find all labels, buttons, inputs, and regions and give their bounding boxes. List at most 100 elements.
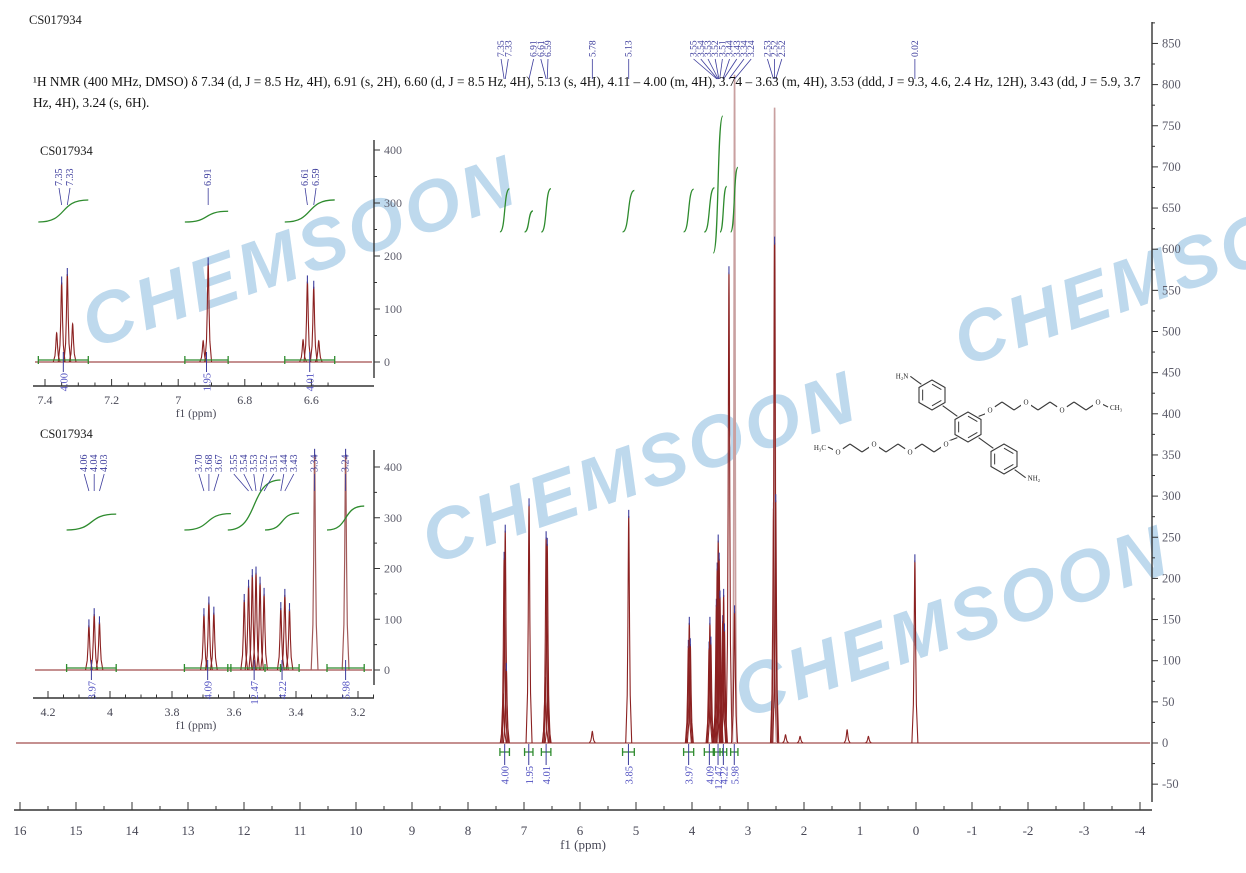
nmr-peak (63, 273, 72, 363)
nmr-peak (204, 602, 213, 671)
inset-aromatic-sample-id: CS017934 (40, 144, 93, 158)
integral-curve (184, 512, 231, 531)
integral-value: 4.00 (59, 373, 70, 391)
nmr-peak (299, 338, 307, 363)
integral-value: 4.00 (501, 766, 512, 784)
integral-curve (712, 115, 724, 254)
integral-value: 5.98 (342, 681, 353, 699)
inset-aliphatic: 4.2 4 3.8 3.6 3.4 3.2 f1 (ppm) 0 100 200 300 400 3.9… (33, 448, 402, 732)
x-tick-label: 7.4 (38, 393, 53, 407)
x-tick-label: 6.8 (237, 393, 252, 407)
peak-label: 3.55 (229, 455, 240, 473)
peak-label: 3.70 (194, 455, 205, 473)
peak-label: 3.24 (341, 455, 352, 473)
peak-label: 6.61 (537, 40, 547, 57)
ether-oxygen-label: O (1023, 399, 1028, 407)
y-tick-label: 650 (1162, 201, 1181, 215)
y-tick-label: 450 (1162, 366, 1181, 380)
ether-oxygen-label: O (943, 441, 948, 449)
amine-label: NH₂ (1028, 475, 1041, 483)
x-axis-title: f1 (ppm) (560, 837, 606, 852)
ether-oxygen-label: O (1095, 399, 1100, 407)
integral-value: 4.01 (542, 766, 553, 784)
peak-label: 6.59 (544, 40, 554, 57)
integral-value: 12.47 (250, 681, 261, 705)
peak-label: 3.53 (249, 455, 260, 473)
nmr-peak (865, 735, 872, 744)
integral-curve (66, 513, 117, 531)
y-tick-label: 50 (1162, 695, 1175, 709)
peak-label: 6.91 (530, 40, 540, 57)
peak-label: 3.43 (289, 455, 300, 473)
x-tick-label: 6.6 (304, 393, 319, 407)
nmr-peak (625, 515, 633, 744)
integral-value: 1.95 (203, 373, 214, 391)
methyl-label: CH₃ (1110, 404, 1123, 412)
y-tick-label: 300 (384, 196, 402, 210)
peak-assignment-text: ¹H NMR (400 MHz, DMSO) δ 7.34 (d, J = 8.… (33, 74, 1141, 110)
x-tick-label: 9 (409, 823, 416, 838)
ether-oxygen-label: O (907, 449, 912, 457)
x-tick-label: 0 (913, 823, 920, 838)
amine-label: H₂N (896, 372, 909, 380)
y-tick-label: 750 (1162, 119, 1181, 133)
nmr-peak (911, 560, 919, 744)
integral-value: 3.97 (87, 681, 98, 699)
peak-label: 2.52 (778, 40, 788, 57)
integral-value: 3.97 (685, 766, 696, 784)
peak-label: 3.54 (697, 40, 707, 57)
peak-label: 3.34 (740, 40, 750, 57)
y-tick-label: 300 (384, 511, 402, 525)
y-tick-label: 250 (1162, 530, 1181, 544)
ether-oxygen-label: O (835, 449, 840, 457)
peak-label: 5.13 (625, 40, 635, 57)
x-tick-label: -3 (1079, 823, 1090, 838)
x-tick-label: 13 (182, 823, 195, 838)
y-tick-label: 300 (1162, 489, 1181, 503)
x-tick-label: 3.6 (227, 705, 242, 719)
peak-label: 3.34 (310, 455, 321, 473)
x-tick-label: 4 (107, 705, 113, 719)
x-tick-label: 10 (350, 823, 363, 838)
integral-curve (326, 505, 365, 531)
integral-curve (284, 199, 335, 223)
nmr-peak (309, 286, 318, 363)
nmr-peak (544, 685, 552, 744)
y-tick-label: 700 (1162, 160, 1181, 174)
peak-label: 3.55 (690, 40, 700, 57)
integral-curve (524, 210, 534, 233)
x-tick-label: 4.2 (41, 705, 56, 719)
peak-label: 7.33 (504, 40, 514, 57)
x-tick-label: 4 (689, 823, 696, 838)
integral-value: 4.22 (278, 681, 289, 699)
y-tick-label: 100 (384, 612, 402, 626)
peak-label: 7.35 (497, 40, 507, 57)
y-tick-label: 400 (384, 143, 402, 157)
y-tick-label: 200 (1162, 571, 1181, 585)
peak-label: 3.53 (704, 40, 714, 57)
peak-label: 4.06 (79, 455, 90, 473)
x-tick-label: 2 (801, 823, 808, 838)
integral-value: 4.09 (204, 681, 215, 699)
peak-label: 5.78 (588, 40, 598, 57)
nmr-peak (588, 730, 596, 744)
peak-label: 7.33 (65, 169, 76, 187)
y-tick-label: 0 (1162, 736, 1168, 750)
nmr-peak (725, 272, 733, 744)
integral-curve (621, 189, 635, 233)
y-tick-label: 850 (1162, 36, 1181, 50)
peak-label: 4.04 (89, 455, 100, 473)
peak-label: 6.61 (300, 169, 311, 187)
x-tick-label: 8 (465, 823, 472, 838)
molecular-structure: H₂N NH₂ O O O O CH₃ O O O O H₃C (814, 372, 1123, 483)
peak-label: 6.59 (311, 169, 322, 187)
nmr-peak (843, 729, 851, 744)
integral-curve (38, 199, 89, 223)
x-tick-label: 5 (633, 823, 640, 838)
peak-label: 3.51 (718, 40, 728, 57)
peak-label: 3.52 (259, 455, 270, 473)
x-tick-label: 7 (521, 823, 528, 838)
y-tick-label: 350 (1162, 448, 1181, 462)
integral-value: 12.47 (714, 766, 725, 790)
integral-value: 4.22 (719, 766, 730, 784)
